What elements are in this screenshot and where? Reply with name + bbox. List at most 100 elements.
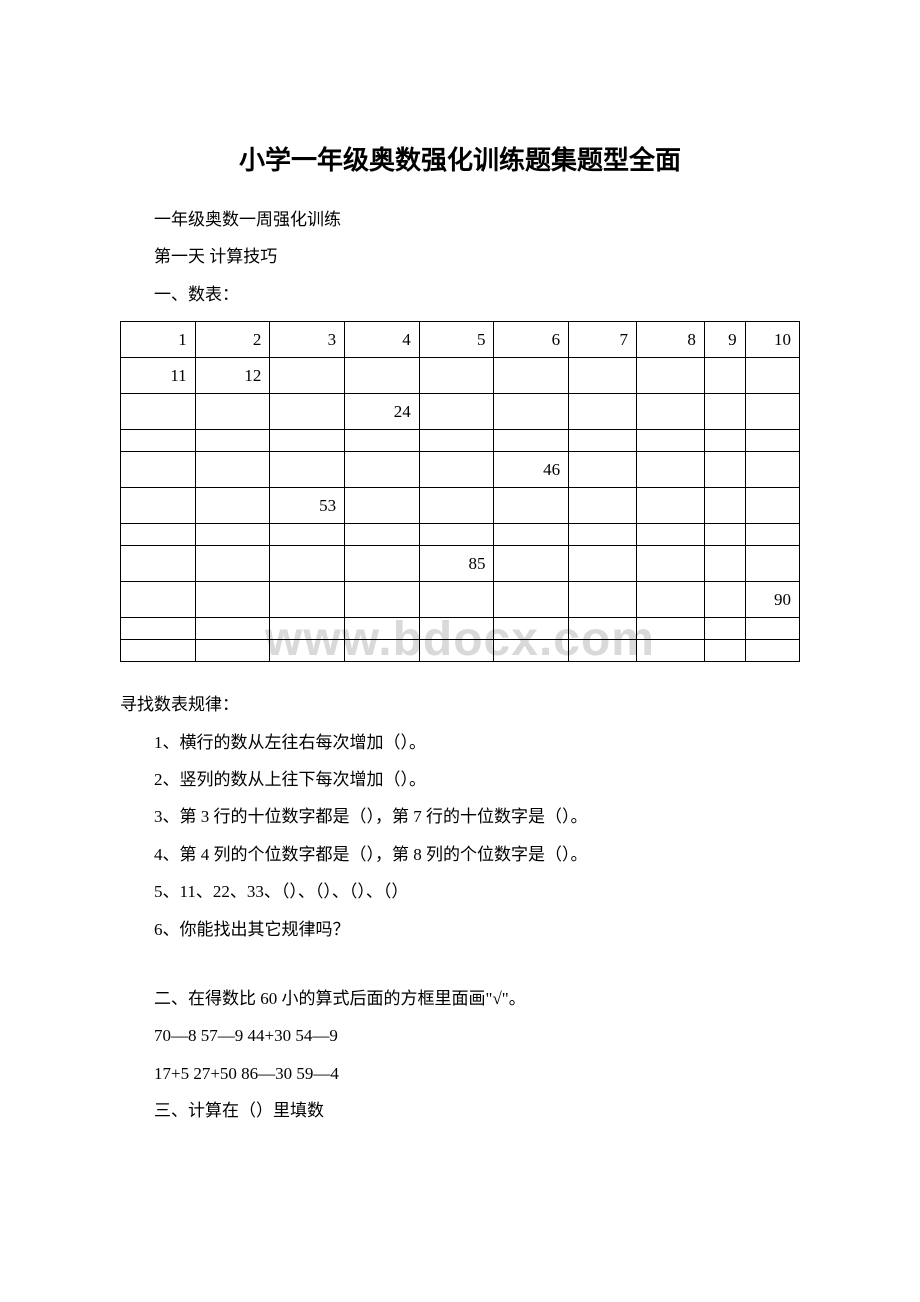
table-cell: [494, 358, 569, 394]
table-cell: [419, 358, 494, 394]
table-cell: [419, 640, 494, 662]
table-row: 1112: [121, 358, 800, 394]
table-cell: 7: [569, 322, 637, 358]
table-cell: [121, 546, 196, 582]
table-cell: [637, 640, 705, 662]
table-cell: [637, 488, 705, 524]
document-content: 小学一年级奥数强化训练题集题型全面 一年级奥数一周强化训练 第一天 计算技巧 一…: [120, 140, 800, 1129]
rule-5: 5、11、22、33、（）、（）、（）、（）: [120, 873, 800, 910]
table-row: 12345678910: [121, 322, 800, 358]
table-cell: [345, 488, 420, 524]
table-cell: [121, 488, 196, 524]
rules-heading: 寻找数表规律：: [120, 686, 800, 723]
table-cell: 90: [745, 582, 799, 618]
table-cell: [195, 582, 270, 618]
table-cell: [345, 582, 420, 618]
table-row: [121, 618, 800, 640]
table-cell: [569, 430, 637, 452]
table-cell: [494, 430, 569, 452]
table-cell: 2: [195, 322, 270, 358]
table-cell: [494, 488, 569, 524]
table-cell: 10: [745, 322, 799, 358]
table-cell: [270, 430, 345, 452]
table-cell: [121, 452, 196, 488]
table-cell: [704, 582, 745, 618]
table-cell: [704, 546, 745, 582]
table-cell: [637, 452, 705, 488]
table-cell: [195, 524, 270, 546]
table-row: [121, 640, 800, 662]
table-cell: 12: [195, 358, 270, 394]
table-cell: [195, 546, 270, 582]
table-cell: [121, 394, 196, 430]
table-cell: 85: [419, 546, 494, 582]
table-cell: [270, 618, 345, 640]
table-cell: [704, 358, 745, 394]
rule-6: 6、你能找出其它规律吗？: [120, 911, 800, 948]
table-cell: 46: [494, 452, 569, 488]
table-cell: [637, 358, 705, 394]
table-cell: [270, 582, 345, 618]
table-cell: 9: [704, 322, 745, 358]
rule-4: 4、第 4 列的个位数字都是（），第 8 列的个位数字是（）。: [120, 836, 800, 873]
table-cell: [345, 452, 420, 488]
table-cell: [569, 546, 637, 582]
intro-line-3: 一、数表：: [120, 276, 800, 313]
table-cell: [345, 430, 420, 452]
table-cell: [121, 618, 196, 640]
table-cell: [745, 358, 799, 394]
table-cell: [704, 430, 745, 452]
table-cell: [270, 546, 345, 582]
table-cell: [494, 618, 569, 640]
table-cell: [419, 488, 494, 524]
table-cell: [745, 618, 799, 640]
table-cell: [745, 430, 799, 452]
table-cell: [121, 524, 196, 546]
rule-3: 3、第 3 行的十位数字都是（），第 7 行的十位数字是（）。: [120, 798, 800, 835]
table-cell: [637, 582, 705, 618]
table-row: 85: [121, 546, 800, 582]
table-cell: [704, 488, 745, 524]
table-cell: [494, 640, 569, 662]
table-cell: [745, 524, 799, 546]
table-row: 24: [121, 394, 800, 430]
table-cell: [704, 618, 745, 640]
section2-line-2: 17+5 27+50 86—30 59—4: [120, 1055, 800, 1092]
table-cell: [704, 524, 745, 546]
table-cell: [494, 524, 569, 546]
table-cell: 3: [270, 322, 345, 358]
table-cell: [569, 524, 637, 546]
intro-line-1: 一年级奥数一周强化训练: [120, 201, 800, 238]
table-cell: 5: [419, 322, 494, 358]
table-cell: [637, 430, 705, 452]
rule-2: 2、竖列的数从上往下每次增加（）。: [120, 761, 800, 798]
table-cell: 1: [121, 322, 196, 358]
table-cell: [704, 394, 745, 430]
table-cell: [745, 452, 799, 488]
section3-heading: 三、计算在（）里填数: [120, 1092, 800, 1129]
table-cell: [270, 358, 345, 394]
intro-line-2: 第一天 计算技巧: [120, 238, 800, 275]
table-cell: [195, 452, 270, 488]
table-cell: 4: [345, 322, 420, 358]
table-cell: [345, 640, 420, 662]
table-cell: [704, 640, 745, 662]
table-cell: [345, 524, 420, 546]
table-cell: [419, 582, 494, 618]
table-cell: [419, 430, 494, 452]
table-cell: 6: [494, 322, 569, 358]
section2-line-1: 70—8 57—9 44+30 54—9: [120, 1017, 800, 1054]
table-cell: [195, 640, 270, 662]
table-cell: [345, 618, 420, 640]
table-cell: [345, 358, 420, 394]
table-cell: [569, 452, 637, 488]
table-cell: [637, 524, 705, 546]
table-cell: [121, 640, 196, 662]
table-row: 46: [121, 452, 800, 488]
table-cell: [195, 618, 270, 640]
table-cell: [569, 618, 637, 640]
table-cell: [637, 546, 705, 582]
table-row: 53: [121, 488, 800, 524]
table-cell: [270, 452, 345, 488]
table-cell: [419, 394, 494, 430]
